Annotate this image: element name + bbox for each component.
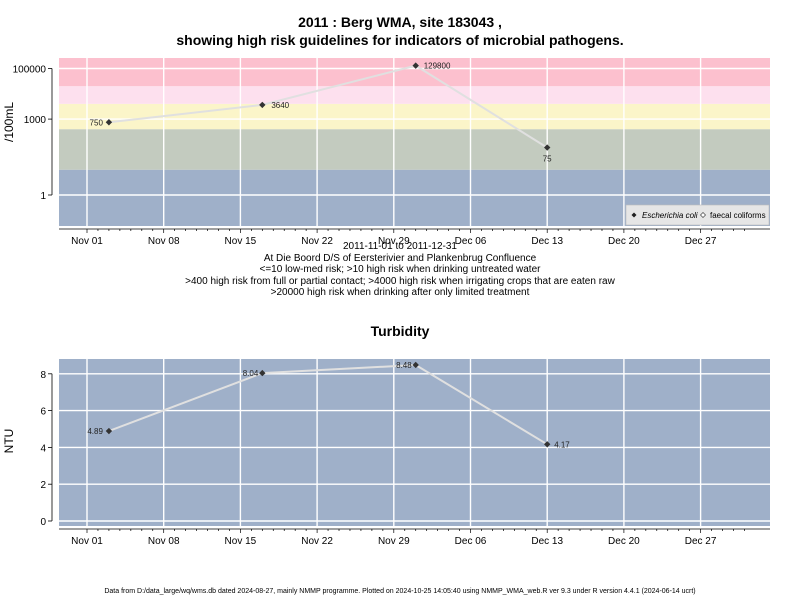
x-tick-label: Dec 27	[685, 236, 717, 247]
risk-guideline-note-1: <=10 low-med risk; >10 high risk when dr…	[259, 264, 541, 275]
data-point	[412, 361, 419, 369]
x-tick-label: Nov 22	[301, 236, 333, 247]
risk-band	[59, 58, 770, 87]
x-tick-label: Dec 06	[455, 536, 487, 547]
data-point	[412, 62, 419, 69]
y-tick-label: 1000	[24, 115, 47, 126]
data-label: 129800	[424, 62, 451, 71]
risk-band	[59, 129, 770, 170]
x-tick-label: Nov 29	[378, 536, 410, 547]
x-tick-label: Dec 13	[531, 536, 563, 547]
data-label: 750	[90, 118, 104, 127]
turbidity-title: Turbidity	[370, 323, 430, 339]
x-tick-label: Nov 15	[225, 536, 257, 547]
y-tick-label: 6	[40, 407, 46, 418]
risk-band	[59, 103, 770, 130]
x-tick-label: Nov 01	[71, 536, 103, 547]
data-point	[105, 427, 113, 435]
y-tick-label: 0	[40, 517, 46, 528]
data-point	[105, 119, 113, 126]
legend-item-ecoli: Escherichia coli	[642, 211, 698, 220]
y-tick-label: 2	[40, 480, 46, 491]
x-tick-label: Nov 29	[378, 236, 410, 247]
data-label: 4.17	[554, 440, 570, 449]
site-location-note: At Die Boord D/S of Eersterivier and Pla…	[263, 253, 537, 264]
microbial-chart: 1 1000 100000/100mL Nov 01 Nov 08 Nov 15 Nov 2…	[2, 58, 770, 247]
data-label: 4.89	[87, 427, 103, 436]
data-point	[259, 369, 266, 377]
x-tick-label: Dec 20	[608, 236, 640, 247]
y-axis-label: /100mL	[2, 102, 16, 142]
risk-guideline-note-2: >400 high risk from full or partial cont…	[185, 276, 615, 287]
x-tick-label: Nov 01	[71, 236, 103, 247]
data-label: 75	[543, 155, 552, 164]
data-label: 8.48	[396, 361, 412, 370]
x-tick-label: Dec 20	[608, 536, 640, 547]
turbidity-chart: 0 2 4 6 8 NTU Nov 01 Nov 08 Nov 15 Nov 22 Nov 29 De…	[2, 359, 770, 547]
series-line	[108, 363, 548, 446]
x-tick-label: Nov 15	[225, 236, 257, 247]
chart-title-line2: showing high risk guidelines for indicat…	[176, 32, 624, 48]
risk-guideline-note-3: >20000 high risk when drinking after onl…	[270, 287, 530, 298]
x-tick-label: Nov 22	[301, 536, 333, 547]
x-tick-label: Dec 13	[531, 236, 563, 247]
x-tick-label: Dec 27	[685, 536, 717, 547]
data-label: 3640	[271, 101, 289, 110]
legend-item-faecal: faecal coliforms	[710, 211, 766, 220]
x-tick-label: Dec 06	[455, 236, 487, 247]
y-tick-label: 4	[40, 443, 46, 454]
x-tick-label: Nov 08	[148, 236, 180, 247]
data-label: 8.04	[243, 369, 259, 378]
x-tick-label: Nov 08	[148, 536, 180, 547]
y-tick-label: 8	[40, 370, 46, 381]
date-range-note: 2011-11-01 to 2011-12-31	[343, 241, 457, 252]
legend-marker-faecal	[700, 212, 706, 218]
y-axis-label: NTU	[2, 429, 16, 454]
chart-title-line1: 2011 : Berg WMA, site 183043 ,	[298, 14, 502, 30]
chart-legend: Escherichia coli faecal coliforms	[625, 204, 770, 226]
y-tick-label: 1	[40, 191, 46, 202]
legend-box	[625, 204, 770, 226]
plot-background	[59, 359, 770, 526]
data-point	[259, 101, 266, 109]
data-point	[544, 441, 551, 448]
series-line	[108, 64, 548, 149]
risk-band	[59, 86, 770, 104]
legend-marker-ecoli	[631, 212, 637, 218]
data-point	[544, 144, 551, 151]
y-tick-label: 100000	[13, 65, 47, 76]
footer-source-note: Data from D:/data_large/wq/wms.db dated …	[104, 588, 696, 595]
